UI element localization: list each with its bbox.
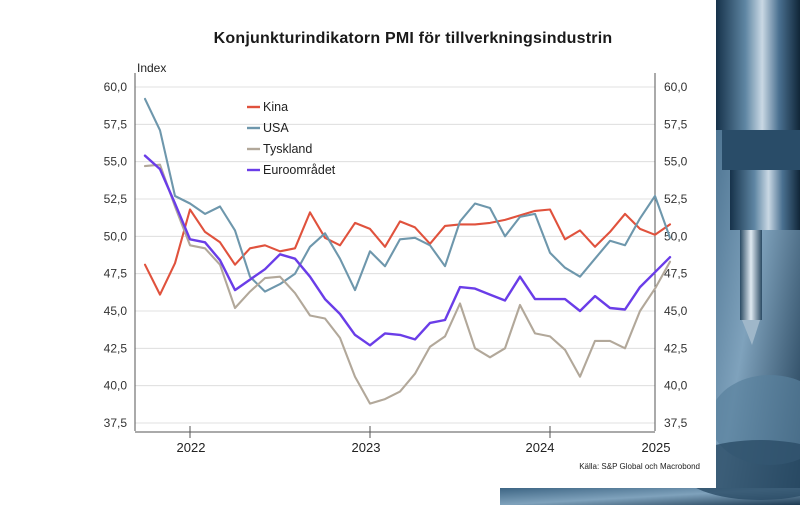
series-line-1 [143,97,672,293]
x-tick-label: 2023 [352,440,381,455]
grid [135,86,655,424]
y-tick-label-right: 57,5 [664,117,688,131]
chart-card [110,0,716,488]
series-line-3 [143,154,672,347]
y-tick-label-right: 50,0 [664,229,688,243]
axes: 60,0 60,0 57,5 57,5 55,0 55,0 52,5 52,5 50,0 50,0… [104,61,688,455]
y-tick-label-left: 57,5 [104,117,128,131]
y-tick-label-right: 55,0 [664,155,688,169]
chart-title: Konjunkturindikatorn PMI för tillverknin… [213,30,613,47]
y-tick-label-right: 52,5 [664,192,688,206]
y-tick-label-left: 55,0 [104,155,128,169]
y-tick-label-right: 60,0 [664,80,688,94]
y-tick-label-left: 40,0 [104,379,128,393]
y-tick-label-left: 45,0 [104,304,128,318]
legend-label: Tyskland [263,142,312,156]
source-note: Källa: S&P Global och Macrobond [579,462,700,471]
x-tick-label: 2025 [642,440,671,455]
y-tick-label-left: 42,5 [104,341,128,355]
series-line-0 [143,208,672,296]
y-tick-label-right: 42,5 [664,341,688,355]
legend: Kina USA Tyskland Euroområdet [247,100,336,177]
y-tick-label-left: 52,5 [104,192,128,206]
x-tick-label: 2024 [526,440,555,455]
y-tick-label-right: 37,5 [664,416,688,430]
y-tick-label-right: 45,0 [664,304,688,318]
y-tick-label-left: 60,0 [104,80,128,94]
y-tick-label-right: 40,0 [664,379,688,393]
y-tick-label-left: 37,5 [104,416,128,430]
legend-label: USA [263,121,289,135]
legend-label: Kina [263,100,288,114]
y-axis-title: Index [137,61,166,75]
y-tick-label-right: 47,5 [664,267,688,281]
y-tick-label-left: 47,5 [104,267,128,281]
series-lines [143,97,672,405]
x-tick-label: 2022 [177,440,206,455]
legend-label: Euroområdet [263,163,336,177]
series-line-2 [143,163,672,405]
y-tick-label-left: 50,0 [104,229,128,243]
